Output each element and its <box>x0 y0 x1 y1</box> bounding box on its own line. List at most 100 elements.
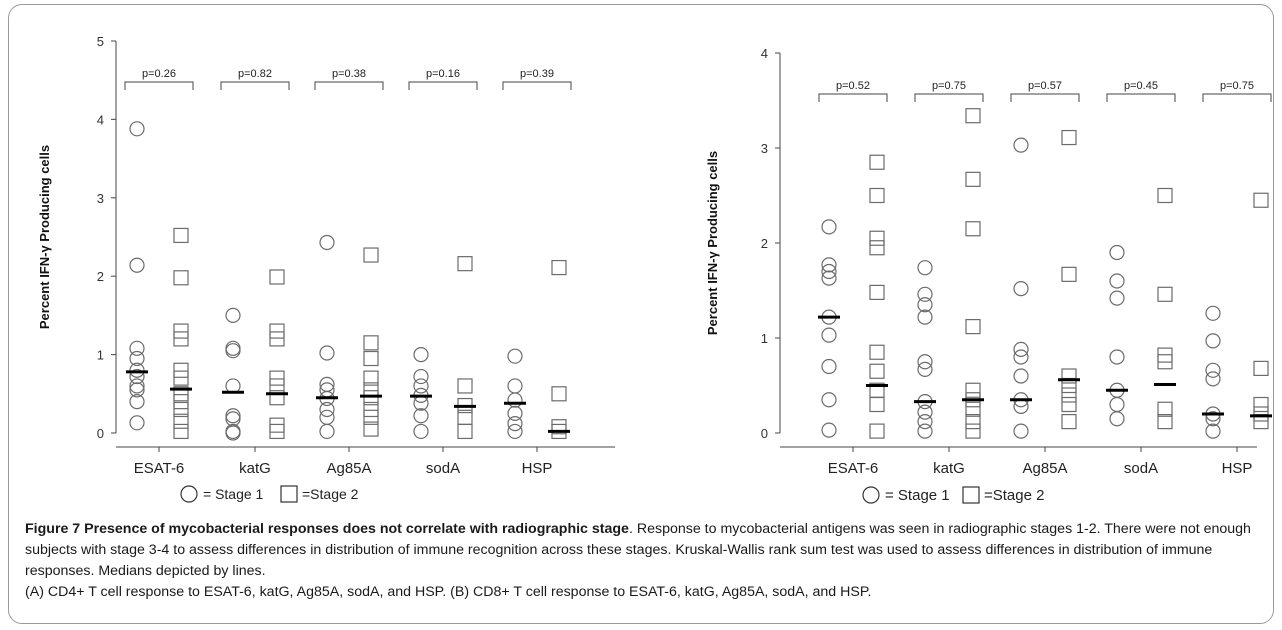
stage1-point <box>1205 333 1221 349</box>
stage2-point <box>965 108 981 124</box>
pvalue-bracket <box>502 81 572 90</box>
pvalue-label: p=0.82 <box>238 68 272 80</box>
stage2-point <box>173 386 189 402</box>
x-category-label: ESAT-6 <box>828 460 879 477</box>
stage1-point <box>1205 411 1221 427</box>
pvalue-label: p=0.75 <box>1220 80 1254 92</box>
caption-paragraph: Figure 7 Presence of mycobacterial respo… <box>25 519 1265 582</box>
stage1-point <box>507 405 523 421</box>
stage1-point <box>821 270 837 286</box>
x-category-label: katG <box>933 460 965 477</box>
stage2-point <box>1061 387 1077 403</box>
pvalue-label: p=0.16 <box>426 68 460 80</box>
stage2-point <box>1157 401 1173 417</box>
stage2-point <box>1157 354 1173 370</box>
stage2-point <box>457 378 473 394</box>
stage1-point <box>821 392 837 408</box>
stage2-point <box>269 417 285 433</box>
caption-panels: (A) CD4+ T cell response to ESAT-6, katG… <box>25 584 872 600</box>
chart-panel-b: 0 1 2 3 4 Percent IFN-γ Producing cells ESAT-6… <box>705 46 1272 504</box>
pvalue-bracket <box>818 93 888 102</box>
y-tick-label: 3 <box>97 191 104 206</box>
stage1-point <box>1109 273 1125 289</box>
x-category-label: sodA <box>426 460 460 477</box>
stage1-point <box>225 425 241 441</box>
stage2-point <box>269 323 285 339</box>
legend-stage1-label: = Stage 1 <box>885 487 950 504</box>
stage2-point <box>173 370 189 386</box>
y-tick-label: 2 <box>761 236 768 251</box>
stage2-point <box>869 363 885 379</box>
stage2-point <box>1157 414 1173 430</box>
x-category-label: sodA <box>1124 460 1158 477</box>
stage1-point <box>917 414 933 430</box>
stage1-point <box>1109 349 1125 365</box>
stage1-point <box>507 423 523 440</box>
stage2-point <box>1061 368 1077 384</box>
stage1-point <box>917 286 933 302</box>
stage2-point <box>869 344 885 360</box>
stage1-point <box>225 307 241 323</box>
stage1-point <box>1013 349 1029 365</box>
y-tick-label: 3 <box>761 141 768 156</box>
stage1-point <box>319 401 335 418</box>
stage1-point <box>821 257 837 273</box>
stage2-point <box>363 421 379 437</box>
y-tick-label: 4 <box>761 46 768 61</box>
pvalue-label: p=0.45 <box>1124 80 1158 92</box>
x-category-label: Ag85A <box>1022 460 1067 477</box>
stage2-point <box>173 423 189 440</box>
stage2-point <box>457 256 473 272</box>
stage2-point <box>269 390 285 406</box>
stage2-point <box>551 259 567 276</box>
stage2-point <box>1061 396 1077 413</box>
y-tick-label: 5 <box>97 34 104 49</box>
stage2-point <box>1253 360 1269 376</box>
stage1-point <box>917 354 933 370</box>
stage2-point <box>173 331 189 347</box>
y-tick-label: 2 <box>97 269 104 284</box>
stage2-point <box>1061 129 1077 146</box>
stage1-point <box>129 368 145 385</box>
legend-stage2-marker <box>280 485 298 503</box>
stage1-point <box>225 343 241 359</box>
pvalue-bracket <box>220 81 290 90</box>
y-tick-label: 1 <box>761 331 768 346</box>
stage2-point <box>269 331 285 347</box>
stage2-point <box>869 396 885 413</box>
stage1-point <box>1109 411 1125 427</box>
stage2-point <box>173 413 189 429</box>
stage1-point <box>821 327 837 343</box>
stage1-point <box>1109 290 1125 306</box>
stage2-point <box>173 394 189 410</box>
stage1-point <box>129 362 145 378</box>
pvalue-bracket <box>408 81 478 90</box>
stage1-point <box>129 378 145 394</box>
pvalue-label: p=0.26 <box>142 68 176 80</box>
stage1-point <box>1205 423 1221 439</box>
x-category-label: katG <box>239 460 271 477</box>
x-category-label: HSP <box>1222 460 1253 477</box>
stage1-point <box>1013 281 1029 297</box>
stage2-point <box>363 390 379 406</box>
stage2-point <box>869 230 885 246</box>
stage1-point <box>1013 423 1029 439</box>
stage2-point <box>551 386 567 402</box>
pvalue-label: p=0.52 <box>836 80 870 92</box>
stage2-point <box>869 284 885 300</box>
stage1-point <box>129 415 145 431</box>
stage2-point <box>363 401 379 418</box>
stage1-point <box>917 423 933 439</box>
stage1-point <box>917 309 933 325</box>
legend-stage2-label: =Stage 2 <box>984 487 1044 504</box>
y-tick-label: 0 <box>97 426 104 441</box>
stage1-point <box>129 257 145 273</box>
pvalue-label: p=0.57 <box>1028 80 1062 92</box>
stage2-point <box>269 423 285 440</box>
pvalue-label: p=0.38 <box>332 68 366 80</box>
stage1-point <box>413 378 429 394</box>
stage2-point <box>173 227 189 244</box>
stage1-point <box>129 350 145 367</box>
stage1-point <box>821 422 837 438</box>
figure-caption: Figure 7 Presence of mycobacterial respo… <box>25 519 1265 603</box>
